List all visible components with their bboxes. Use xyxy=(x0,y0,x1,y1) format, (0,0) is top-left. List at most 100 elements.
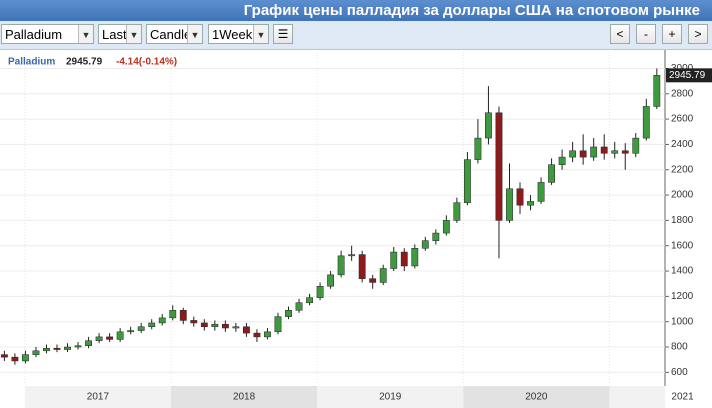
candle-body xyxy=(158,317,166,324)
candle-body xyxy=(85,340,92,346)
candle-body xyxy=(590,146,598,158)
candle-body xyxy=(148,322,156,328)
candle-body xyxy=(327,274,335,287)
candle-body xyxy=(0,354,8,358)
x-band xyxy=(609,386,665,408)
price-label: 2945.79 xyxy=(669,70,706,81)
legend-symbol: Palladium xyxy=(8,57,55,68)
symbol-text: Palladium xyxy=(5,27,63,42)
candle-body xyxy=(390,251,398,269)
y-tick-label: 1200 xyxy=(671,291,694,302)
candle-body xyxy=(506,188,513,221)
x-band xyxy=(171,386,318,408)
arrow: ▼ xyxy=(253,25,268,43)
candle-body xyxy=(453,202,461,221)
candle-body xyxy=(569,150,577,158)
candle-body xyxy=(579,150,587,158)
y-tick-label: 2400 xyxy=(671,139,694,150)
price-text: Last xyxy=(102,27,127,42)
x-tick-label: 2018 xyxy=(233,392,256,403)
candle-body xyxy=(74,345,82,348)
candle-body xyxy=(179,310,187,321)
candle-body xyxy=(558,156,566,165)
x-tick-label: 2021 xyxy=(671,392,694,403)
candle-body xyxy=(137,326,145,331)
nav-button[interactable]: - xyxy=(636,24,656,44)
y-tick-label: 1000 xyxy=(671,316,694,327)
candle-body xyxy=(211,323,219,328)
candle-body xyxy=(400,251,408,267)
y-tick-label: 1600 xyxy=(671,240,694,251)
candle-body xyxy=(64,346,71,350)
candle-body xyxy=(527,201,534,206)
candle-body xyxy=(32,350,40,355)
candle-body xyxy=(632,137,640,154)
candle-body xyxy=(221,323,229,329)
candle-body xyxy=(316,285,324,298)
nav-button[interactable]: < xyxy=(610,24,630,44)
arrow: ▼ xyxy=(78,25,93,43)
y-tick-label: 2800 xyxy=(671,88,694,99)
y-tick-label: 800 xyxy=(671,342,688,353)
candle-body xyxy=(474,137,482,160)
candle-body xyxy=(95,336,103,341)
candle-body xyxy=(348,254,356,257)
candle-body xyxy=(548,164,555,183)
arrow: ▼ xyxy=(126,25,141,43)
candle-body xyxy=(264,331,271,338)
x-tick-label: 2019 xyxy=(379,392,402,403)
candle-body xyxy=(642,106,650,139)
type-select[interactable]: Candle ▼ xyxy=(146,24,203,44)
candle-body xyxy=(22,354,29,362)
arrow: ▼ xyxy=(187,25,202,43)
candle-body xyxy=(190,320,198,324)
price-select[interactable]: Last ▼ xyxy=(98,24,142,44)
table-button[interactable]: ☰ xyxy=(273,24,293,44)
candle-body xyxy=(516,188,524,206)
candle-body xyxy=(537,182,545,202)
candle-body xyxy=(337,255,345,276)
x-band xyxy=(463,386,610,408)
candle-body xyxy=(11,356,19,362)
candle-body xyxy=(653,75,661,107)
candle-body xyxy=(169,310,177,319)
type-text: Candle xyxy=(150,27,192,42)
candle-body xyxy=(53,348,61,350)
y-tick-label: 2600 xyxy=(671,114,694,125)
candle-body xyxy=(442,220,450,234)
y-tick-label: 2000 xyxy=(671,190,694,201)
header-title: График цены палладия за доллары США на с… xyxy=(0,0,712,21)
candle-body xyxy=(285,310,292,317)
candle-body xyxy=(432,232,440,241)
symbol-select[interactable]: Palladium ▼ xyxy=(1,24,94,44)
y-tick-label: 1400 xyxy=(671,266,694,277)
candle-body xyxy=(116,331,124,340)
candle-body xyxy=(232,326,240,329)
candle-body xyxy=(295,302,303,311)
candle-body xyxy=(306,297,313,303)
x-tick-label: 2020 xyxy=(525,392,548,403)
y-tick-label: 2200 xyxy=(671,164,694,175)
nav-button[interactable]: + xyxy=(662,24,682,44)
candle-body xyxy=(369,278,377,283)
candle-body xyxy=(379,268,387,283)
candle-body xyxy=(421,240,429,249)
toolbar: Palladium ▼ Last ▼ Candle ▼ 1Week ▼ ☰ < - + … xyxy=(0,21,712,50)
x-band xyxy=(317,386,464,408)
candle-body xyxy=(43,348,50,352)
period-select[interactable]: 1Week ▼ xyxy=(208,24,269,44)
y-tick-label: 600 xyxy=(671,367,688,378)
candle-body xyxy=(253,332,261,338)
x-tick-label: 2017 xyxy=(87,392,110,403)
candle-body xyxy=(611,150,619,154)
candle-body xyxy=(463,159,471,203)
chart: Palladium 2945.79 -4.14(-0.14%) 2017 2018… xyxy=(0,50,712,408)
candle-body xyxy=(600,146,608,154)
candle-body xyxy=(243,326,250,334)
nav-button[interactable]: > xyxy=(688,24,708,44)
x-band xyxy=(24,386,171,408)
legend-change: -4.14(-0.14%) xyxy=(116,57,177,68)
legend-price: 2945.79 xyxy=(66,57,103,68)
period-text: 1Week xyxy=(212,27,253,42)
candle-body xyxy=(358,254,366,279)
